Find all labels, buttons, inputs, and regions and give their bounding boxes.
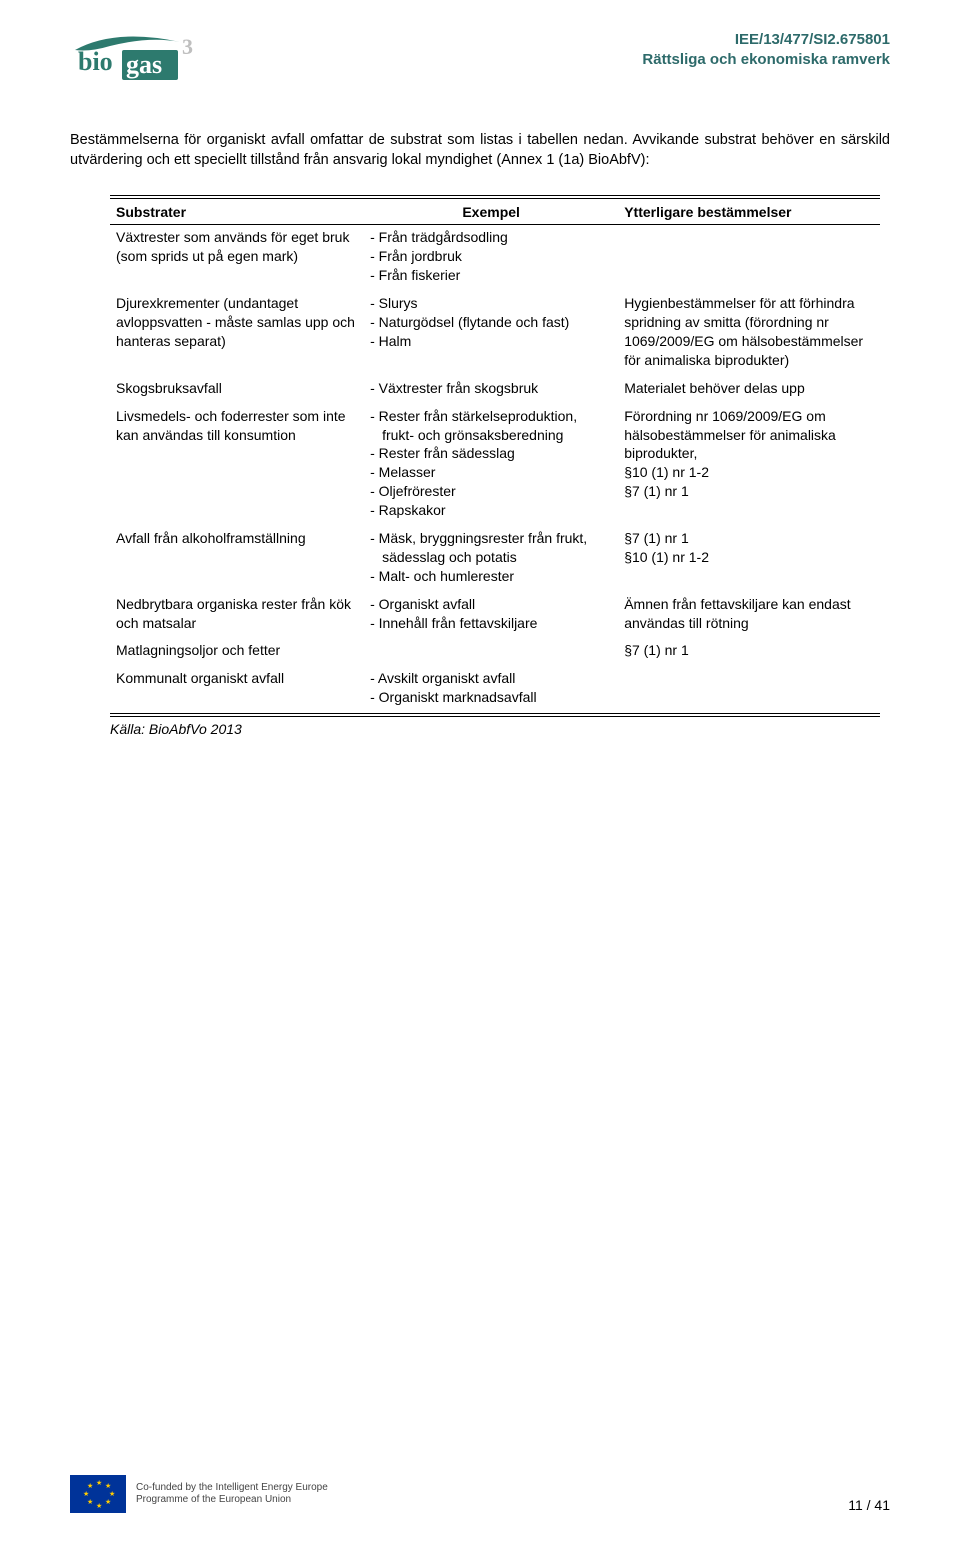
substrate-table: Substrater Exempel Ytterligare bestämmel…: [110, 195, 880, 717]
cell-provisions: [618, 666, 880, 715]
cell-substrate: Nedbrytbara organiska rester från kök oc…: [110, 592, 364, 639]
cell-substrate: Avfall från alkoholframställning: [110, 526, 364, 592]
cell-example: Slurys Naturgödsel (flytande och fast) H…: [364, 291, 618, 376]
cell-provisions: §7 (1) nr 1§10 (1) nr 1-2: [618, 526, 880, 592]
cell-provisions: §7 (1) nr 1: [618, 638, 880, 666]
cell-substrate: Växtrester som används för eget bruk (so…: [110, 225, 364, 291]
cell-substrate: Djurexkrementer (undantaget avloppsvatte…: [110, 291, 364, 376]
page-footer: ★ ★ ★ ★ ★ ★ ★ ★ Co-funded by the Intelli…: [0, 1475, 960, 1513]
header-exempel: Exempel: [364, 197, 618, 225]
logo-gas-text: gas: [126, 50, 162, 79]
cell-example: Växtrester från skogsbruk: [364, 376, 618, 404]
table-row: Djurexkrementer (undantaget avloppsvatte…: [110, 291, 880, 376]
biogas-logo: bio gas 3: [70, 30, 230, 90]
cell-substrate: Skogsbruksavfall: [110, 376, 364, 404]
cell-example: Avskilt organiskt avfall Organiskt markn…: [364, 666, 618, 715]
cell-example: Organiskt avfall Innehåll från fettavski…: [364, 592, 618, 639]
cell-substrate: Matlagningsoljor och fetter: [110, 638, 364, 666]
table-row: Skogsbruksavfall Växtrester från skogsbr…: [110, 376, 880, 404]
cell-provisions: Ämnen från fettavskiljare kan endast anv…: [618, 592, 880, 639]
cell-substrate: Livsmedels- och foderrester som inte kan…: [110, 404, 364, 526]
table-row: Växtrester som används för eget bruk (so…: [110, 225, 880, 291]
table-header-row: Substrater Exempel Ytterligare bestämmel…: [110, 197, 880, 225]
header-ytterligare: Ytterligare bestämmelser: [618, 197, 880, 225]
cell-provisions: Materialet behöver delas upp: [618, 376, 880, 404]
eu-cofunded-block: ★ ★ ★ ★ ★ ★ ★ ★ Co-funded by the Intelli…: [70, 1475, 328, 1513]
substrate-table-container: Substrater Exempel Ytterligare bestämmel…: [110, 195, 880, 737]
page-header: bio gas 3 IEE/13/477/SI2.675801 Rättslig…: [70, 30, 890, 90]
table-row: Livsmedels- och foderrester som inte kan…: [110, 404, 880, 526]
logo-superscript: 3: [182, 34, 193, 59]
table-row: Matlagningsoljor och fetter §7 (1) nr 1: [110, 638, 880, 666]
doc-id-line1: IEE/13/477/SI2.675801: [642, 30, 890, 50]
cell-example: Från trädgårdsodling Från jordbruk Från …: [364, 225, 618, 291]
table-source: Källa: BioAbfVo 2013: [110, 717, 880, 737]
document-id: IEE/13/477/SI2.675801 Rättsliga och ekon…: [642, 30, 890, 71]
cell-example: Rester från stärkelseproduktion, frukt- …: [364, 404, 618, 526]
cell-provisions: [618, 225, 880, 291]
header-substrater: Substrater: [110, 197, 364, 225]
eu-cofunded-text: Co-funded by the Intelligent Energy Euro…: [136, 1482, 328, 1507]
table-row: Nedbrytbara organiska rester från kök oc…: [110, 592, 880, 639]
table-row: Kommunalt organiskt avfall Avskilt organ…: [110, 666, 880, 715]
eu-flag-icon: ★ ★ ★ ★ ★ ★ ★ ★: [70, 1475, 126, 1513]
cell-substrate: Kommunalt organiskt avfall: [110, 666, 364, 715]
cell-provisions: Förordning nr 1069/2009/EG om hälsobestä…: [618, 404, 880, 526]
doc-id-line2: Rättsliga och ekonomiska ramverk: [642, 50, 890, 70]
table-row: Avfall från alkoholframställning Mäsk, b…: [110, 526, 880, 592]
page-number: 11 / 41: [848, 1497, 890, 1513]
cell-provisions: Hygienbestämmelser för att förhindra spr…: [618, 291, 880, 376]
intro-paragraph: Bestämmelserna för organiskt avfall omfa…: [70, 130, 890, 171]
cell-example: Mäsk, bryggningsrester från frukt, sädes…: [364, 526, 618, 592]
cell-example: [364, 638, 618, 666]
logo-bio-text: bio: [78, 47, 113, 76]
